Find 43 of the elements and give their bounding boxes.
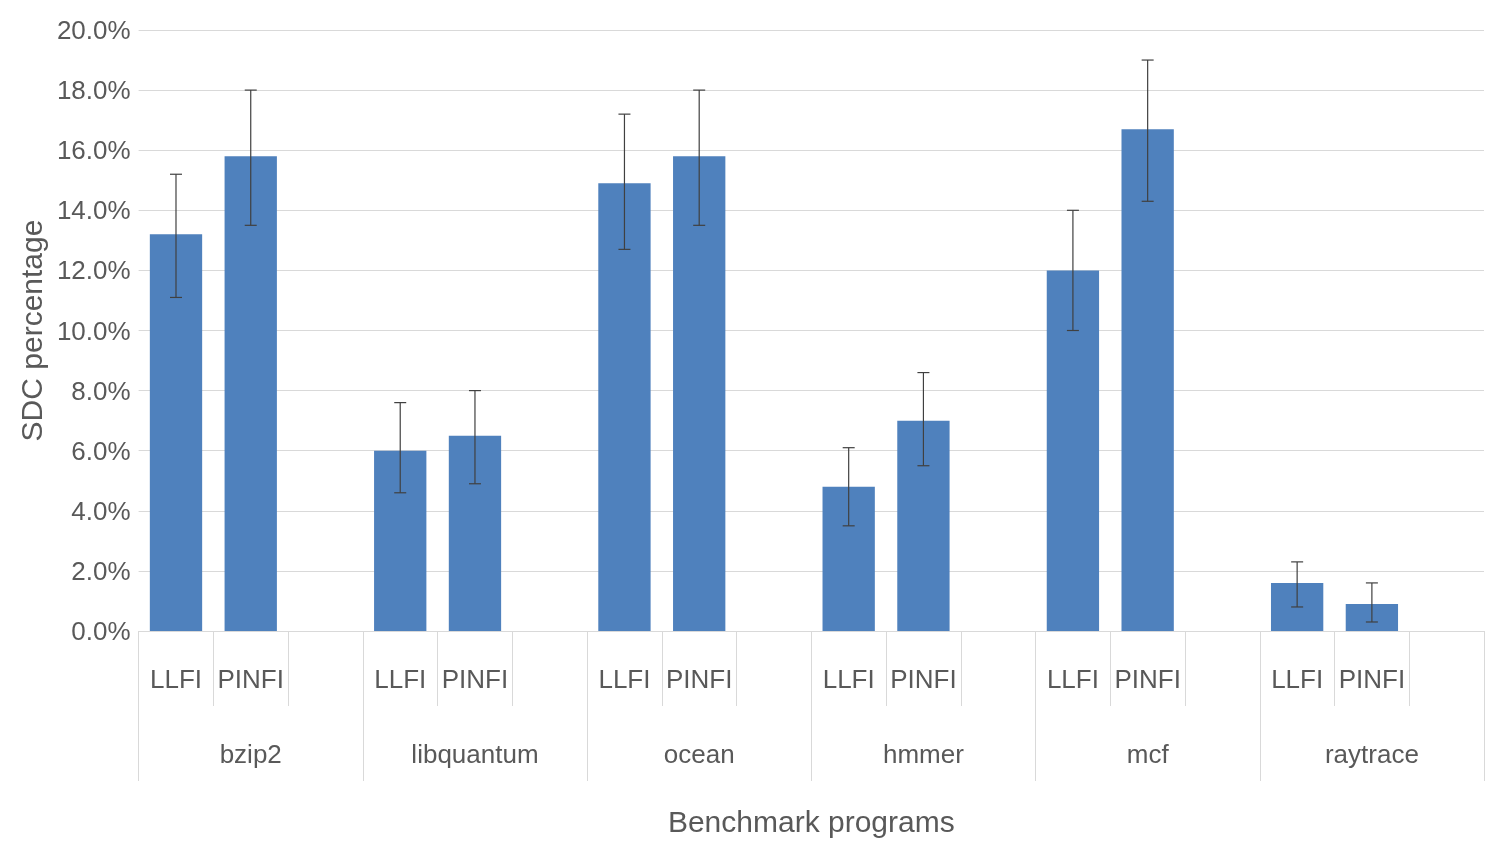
y-tick-label: 16.0% — [56, 135, 131, 166]
y-axis-title: SDC percentage — [14, 219, 48, 442]
bar — [149, 234, 203, 631]
bar — [224, 156, 277, 631]
x-tick-label: PINFI — [1338, 664, 1406, 694]
bar — [897, 420, 950, 631]
y-tick-label: 14.0% — [56, 195, 131, 226]
y-tick-label: 18.0% — [56, 75, 131, 106]
text: bzip2 — [219, 739, 282, 769]
text: hmmer — [882, 739, 965, 769]
y-tick-label: 0.0% — [71, 616, 131, 646]
text: raytrace — [1324, 739, 1419, 769]
text: mcf — [1126, 739, 1170, 769]
y-tick-label: 20.0% — [56, 15, 131, 45]
x-tick-label: PINFI — [890, 664, 957, 694]
bar — [822, 486, 875, 631]
bar — [374, 450, 427, 631]
y-tick-label: 10.0% — [56, 315, 131, 346]
x-tick-label: LLFI — [822, 664, 875, 694]
y-tick-label: 6.0% — [71, 435, 131, 466]
x-tick-label: PINFI — [1114, 664, 1181, 694]
bar — [1270, 582, 1324, 631]
y-tick-label: 4.0% — [71, 495, 131, 526]
bar — [448, 435, 502, 631]
x-tick-label: LLFI — [1271, 664, 1324, 694]
bar — [1345, 603, 1399, 631]
x-tick-label: LLFI — [149, 664, 203, 694]
y-tick-label: 12.0% — [56, 255, 131, 286]
x-tick-label: LLFI — [598, 664, 651, 694]
x-tick-label: LLFI — [374, 664, 427, 694]
y-tick-label: 2.0% — [71, 555, 131, 586]
bar — [1121, 129, 1174, 631]
bar — [673, 156, 726, 631]
x-tick-label: PINFI — [441, 664, 509, 694]
text: ocean — [663, 739, 735, 769]
x-tick-label: PINFI — [665, 664, 733, 694]
bar — [1046, 270, 1100, 631]
text: libquantum — [411, 739, 539, 769]
x-axis-title: Benchmark programs — [667, 804, 955, 838]
x-tick-label: PINFI — [217, 664, 284, 694]
y-tick-label: 8.0% — [71, 375, 131, 406]
bar — [598, 183, 651, 631]
x-tick-label: LLFI — [1046, 664, 1099, 694]
